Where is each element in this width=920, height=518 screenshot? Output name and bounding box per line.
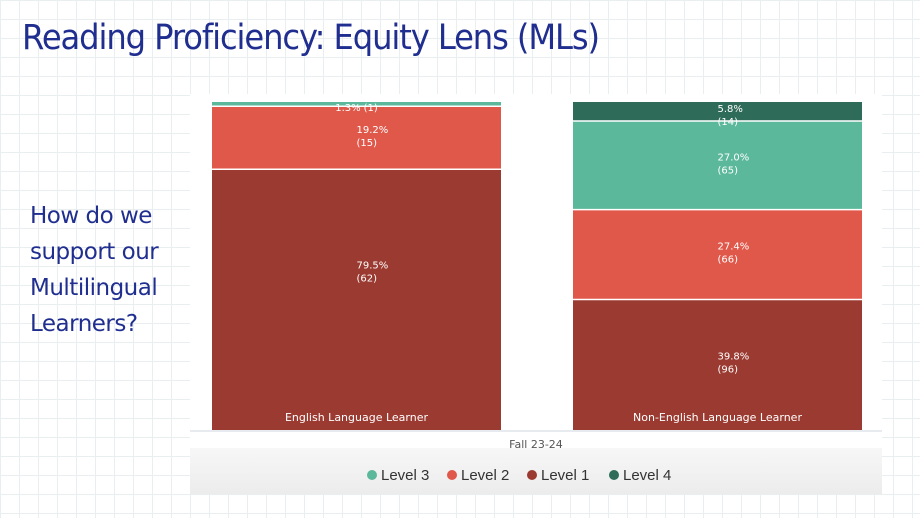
data-label-count-level-1-english-language-learner: (62) — [357, 273, 378, 284]
legend-swatch-level-4 — [609, 470, 619, 480]
data-label-percent: 1.3% — [335, 103, 360, 114]
legend-strip — [190, 448, 882, 494]
bar-segment-level-2-non-english-language-learner — [573, 209, 862, 300]
legend-label-level-3: Level 3 — [381, 467, 429, 484]
bar-segment-level-3-non-english-language-learner — [573, 121, 862, 210]
legend-item-level-4[interactable]: Level 4 — [609, 467, 671, 484]
legend-item-level-2[interactable]: Level 2 — [447, 467, 509, 484]
stacked-bar-chart: Fall 23-24 79.5% (62) 19.2% (15) 1.3% (1) Engl… — [190, 102, 882, 484]
chart-panel: Fall 23-24 79.5% (62) 19.2% (15) 1.3% (1) Engl… — [190, 94, 882, 494]
x-axis-label: Fall 23-24 — [509, 438, 563, 451]
data-label-count-level-4-non-english-language-learner: (14) — [718, 117, 739, 128]
bar-segment-level-4-non-english-language-learner — [573, 102, 862, 122]
legend-label-level-2: Level 2 — [461, 467, 509, 484]
legend-swatch-level-1 — [527, 470, 537, 480]
data-label-count-level-1-non-english-language-learner: (96) — [718, 365, 739, 376]
legend-item-level-1[interactable]: Level 1 — [527, 467, 589, 484]
data-label-level-3-english-language-learner: 1.3% (1) — [335, 103, 378, 114]
data-label-count: (1) — [364, 103, 378, 114]
data-label-count-level-2-non-english-language-learner: (66) — [718, 255, 739, 266]
data-label-percent-level-4-non-english-language-learner: 5.8% — [718, 104, 743, 115]
bar-segment-level-2-english-language-learner — [212, 106, 501, 170]
data-label-percent-level-2-english-language-learner: 19.2% — [357, 125, 389, 136]
bar-segment-level-1-non-english-language-learner — [573, 299, 862, 430]
data-label-percent-level-2-non-english-language-learner: 27.4% — [718, 242, 750, 253]
data-label-count-level-3-non-english-language-learner: (65) — [718, 165, 739, 176]
legend-swatch-level-2 — [447, 470, 457, 480]
side-question: How do we support our Multilingual Learn… — [30, 203, 159, 337]
slide-title: Reading Proficiency: Equity Lens (MLs) — [22, 18, 600, 58]
data-label-percent-level-1-english-language-learner: 79.5% — [357, 260, 389, 271]
category-label-english-language-learner: English Language Learner — [285, 411, 429, 424]
legend-label-level-4: Level 4 — [623, 467, 671, 484]
data-label-percent-level-1-non-english-language-learner: 39.8% — [718, 352, 750, 363]
data-label-count-level-2-english-language-learner: (15) — [357, 138, 378, 149]
bar-segment-level-3-english-language-learner — [212, 102, 501, 107]
legend-swatch-level-3 — [367, 470, 377, 480]
bar-segment-level-1-english-language-learner — [212, 169, 501, 430]
category-label-non-english-language-learner: Non-English Language Learner — [633, 411, 802, 424]
legend-label-level-1: Level 1 — [541, 467, 589, 484]
data-label-percent-level-3-non-english-language-learner: 27.0% — [718, 152, 750, 163]
legend-item-level-3[interactable]: Level 3 — [367, 467, 429, 484]
